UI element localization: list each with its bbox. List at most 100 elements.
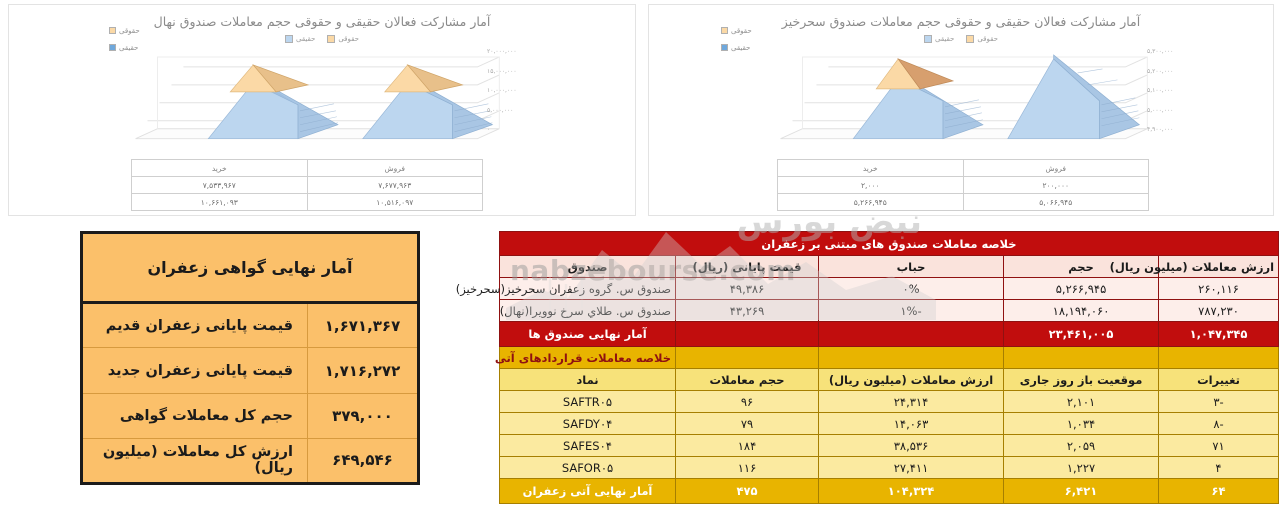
futures-total-value: ۱۰۴,۳۲۴ — [818, 478, 1005, 504]
plot-area-saharkhiz: ۵,۳۰۰,۰۰۰ ۵,۲۰۰,۰۰۰ ۵,۱۰۰,۰۰۰ ۵,۰۰۰,۰۰۰ … — [649, 45, 1273, 163]
funds-title: خلاصه معاملات صندوق های مبتنی بر زعفران — [498, 231, 1280, 256]
fund-bubble-0: ۰% — [818, 277, 1005, 300]
table-row: ۲۶۰,۱۱۶ ۵,۲۶۶,۹۴۵ ۰% ۴۹,۳۸۶ صندوق س. گرو… — [456, 277, 1280, 300]
fund-final-price-0: ۴۹,۳۸۶ — [675, 277, 820, 300]
series-swatch-haghighi-icon — [109, 44, 116, 51]
futures-header-open-interest: موقعیت باز روز جاری — [1003, 368, 1160, 391]
value-haghighi-forush: ۵,۰۶۶,۹۴۵ — [962, 193, 1149, 211]
category-forush: فروش — [962, 159, 1149, 177]
funds-header-bubble: حباب — [818, 255, 1005, 278]
table-row: ۷۱ ۲,۰۵۹ ۳۸,۵۳۶ ۱۸۴ SAFES۰۴ — [498, 434, 1280, 457]
saffron-cert-value-total-value: ۶۴۹,۵۴۶ — [307, 437, 420, 485]
saffron-cert-value-new-price: ۱,۷۱۶,۲۷۲ — [307, 347, 420, 394]
funds-header-value: ارزش معاملات (میلیون ریال) — [1110, 255, 1280, 278]
futures-symbol-1: SAFDY۰۴ — [498, 412, 677, 435]
table-row-funds-total: ۱,۰۴۷,۳۴۵ ۲۳,۴۶۱,۰۰۵ آمار نهایی صندوق ها — [498, 321, 1280, 347]
pyramid-forush-nahal — [207, 64, 339, 140]
table-row: -۸ ۱,۰۳۴ ۱۴,۰۶۳ ۷۹ SAFDY۰۴ — [498, 412, 1280, 435]
legend-label-hoghooghi: حقوقی — [338, 35, 360, 43]
series-key-haghighi: حقیقی — [717, 39, 773, 56]
futures-title: خلاصه معاملات قراردادهای آتی — [495, 346, 677, 369]
category-forush: فروش — [306, 159, 483, 177]
chart-panel-saharkhiz: آمار مشارکت فعالان حقیقی و حقوقی حجم معا… — [648, 4, 1274, 216]
y-tick-1: ۵,۲۰۰,۰۰۰ — [1147, 67, 1174, 75]
value-haghighi-kharid: ۱۰,۶۶۱,۰۹۳ — [131, 193, 308, 211]
y-tick-2: ۵,۱۰۰,۰۰۰ — [1147, 87, 1174, 94]
futures-symbol-0: SAFTR۰۵ — [498, 390, 677, 413]
futures-change-2: ۷۱ — [1158, 434, 1280, 457]
chart-3d-plot-saharkhiz — [780, 54, 1148, 140]
y-tick-2: ۱۰,۰۰۰,۰۰۰ — [487, 87, 517, 94]
pyramid-kharid-saharkhiz — [1007, 54, 1141, 140]
futures-open-interest-2: ۲,۰۵۹ — [1003, 434, 1160, 457]
y-tick-4: ۰ — [487, 126, 491, 133]
chart-title-nahal: آمار مشارکت فعالان حقیقی و حقوقی حجم معا… — [153, 14, 491, 29]
futures-volume-0: ۹۶ — [675, 390, 820, 413]
futures-total-label: آمار نهایی آتی زعفران — [498, 478, 677, 504]
value-hoghooghi-kharid: ۲,۰۰۰ — [777, 176, 964, 194]
legend-label-hoghooghi: حقوقی — [977, 35, 999, 43]
table-row-funds-title: خلاصه معاملات صندوق های مبتنی بر زعفران — [498, 231, 1280, 256]
value-haghighi-kharid: ۵,۲۶۶,۹۴۵ — [777, 193, 964, 211]
table-row-futures-header: تغییرات موقعیت باز روز جاری ارزش معاملات… — [498, 368, 1280, 391]
saffron-certificate-summary-table: آمار نهایی گواهی زعفران ۱,۶۷۱,۳۶۷ قیمت پ… — [80, 231, 420, 485]
funds-total-final-price — [675, 321, 820, 347]
futures-total-open-interest: ۶,۴۲۱ — [1003, 478, 1160, 504]
fund-volume-1: ۱۸,۱۹۴,۰۶۰ — [1003, 299, 1160, 322]
futures-open-interest-3: ۱,۲۲۷ — [1003, 456, 1160, 479]
pyramid-kharid-nahal — [362, 64, 494, 140]
chart-legend-nahal: حقوقی حقیقی — [9, 35, 635, 43]
legend-label-haghighi: حقیقی — [934, 35, 955, 43]
chart-3d-plot-nahal — [135, 56, 500, 140]
series-key-label: حقیقی — [731, 43, 751, 52]
futures-total-volume: ۴۷۵ — [675, 478, 820, 504]
legend-label-haghighi: حقیقی — [295, 35, 316, 43]
futures-value-0: ۲۴,۳۱۴ — [818, 390, 1005, 413]
futures-change-0: -۳ — [1158, 390, 1280, 413]
table-row-funds-header: ارزش معاملات (میلیون ریال) حجم حباب قیمت… — [498, 255, 1280, 278]
chart-data-table-nahal: فروش خرید ۷,۶۷۷,۹۶۳ ۷,۵۳۳,۹۶۷ ۱۰,۵۱۶,۰۹۷… — [131, 159, 483, 211]
fund-value-1: ۷۸۷,۲۳۰ — [1158, 299, 1280, 322]
chart-legend-saharkhiz: حقوقی حقیقی — [649, 35, 1273, 43]
futures-title-pad-4 — [675, 346, 820, 369]
saffron-cert-label-total-value: ارزش کل معاملات (میلیون ریال) — [81, 437, 308, 485]
series-swatch-haghighi-icon — [721, 44, 728, 51]
futures-header-change: تغییرات — [1158, 368, 1280, 391]
y-tick-1: ۱۵,۰۰۰,۰۰۰ — [487, 67, 517, 75]
fund-volume-0: ۵,۲۶۶,۹۴۵ — [1003, 277, 1160, 300]
table-row: -۳ ۲,۱۰۱ ۲۴,۳۱۴ ۹۶ SAFTR۰۵ — [498, 390, 1280, 413]
chart-title-saharkhiz: آمار مشارکت فعالان حقیقی و حقوقی حجم معا… — [781, 14, 1141, 29]
series-key-label: حقوقی — [731, 26, 752, 35]
legend-swatch-hoghooghi-icon — [327, 35, 336, 43]
value-hoghooghi-forush: ۲۰۰,۰۰۰ — [962, 176, 1149, 194]
table-row: ۱۰,۵۱۶,۰۹۷ ۱۰,۶۶۱,۰۹۳ — [131, 193, 483, 211]
futures-title-pad-2 — [1003, 346, 1160, 369]
futures-value-2: ۳۸,۵۳۶ — [818, 434, 1005, 457]
fund-name-1: صندوق س. طلاي سرخ نوویرا(نهال) — [498, 299, 677, 322]
chart-panel-nahal: آمار مشارکت فعالان حقیقی و حقوقی حجم معا… — [8, 4, 636, 216]
futures-symbol-3: SAFOR۰۵ — [498, 456, 677, 479]
legend-entry-hoghooghi: حقوقی — [327, 35, 359, 43]
y-tick-3: ۵,۰۰۰,۰۰۰ — [1147, 106, 1174, 114]
saffron-cert-title: آمار نهایی گواهی زعفران — [81, 231, 419, 305]
category-kharid: خرید — [777, 159, 964, 177]
table-row-title: آمار نهایی گواهی زعفران — [81, 231, 419, 305]
futures-open-interest-0: ۲,۱۰۱ — [1003, 390, 1160, 413]
legend-swatch-haghighi-icon — [923, 35, 932, 43]
legend-entry-hoghooghi: حقوقی — [966, 35, 998, 43]
table-row: ۲۰۰,۰۰۰ ۲,۰۰۰ — [777, 176, 1149, 194]
category-kharid: خرید — [131, 159, 308, 177]
futures-title-pad-3 — [818, 346, 1005, 369]
table-row-futures-total: ۶۴ ۶,۴۲۱ ۱۰۴,۳۲۴ ۴۷۵ آمار نهایی آتی زعفر… — [498, 478, 1280, 504]
futures-value-1: ۱۴,۰۶۳ — [818, 412, 1005, 435]
fund-value-0: ۲۶۰,۱۱۶ — [1158, 277, 1280, 300]
futures-volume-3: ۱۱۶ — [675, 456, 820, 479]
futures-header-symbol: نماد — [498, 368, 677, 391]
futures-open-interest-1: ۱,۰۳۴ — [1003, 412, 1160, 435]
table-row: ۶۴۹,۵۴۶ ارزش کل معاملات (میلیون ریال) — [81, 437, 420, 485]
legend-swatch-hoghooghi-icon — [966, 35, 975, 43]
saffron-cert-label-total-volume: حجم کل معاملات گواهی — [81, 392, 308, 439]
table-row-categories: فروش خرید — [777, 159, 1149, 177]
series-key-haghighi: حقیقی — [105, 39, 161, 56]
